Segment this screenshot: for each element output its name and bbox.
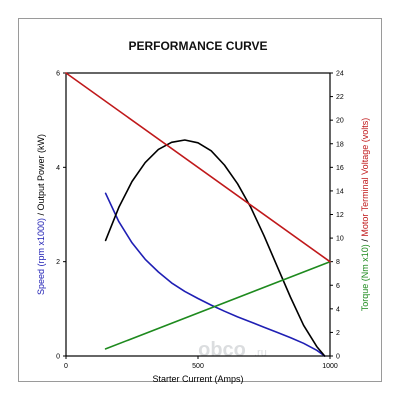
right-tick-label: 10 [336, 236, 344, 243]
watermark-logo: obco .ru [198, 339, 267, 361]
right-axis-label-part: Motor Terminal Voltage (volts) [360, 118, 370, 237]
x-tick-label: 500 [192, 363, 204, 370]
series-line-torque-nm-x10 [104, 260, 331, 350]
left-axis-label-part: Output Power (kW) [36, 134, 46, 211]
right-tick-label: 0 [336, 354, 340, 361]
left-tick-label: 6 [56, 71, 60, 78]
right-tick-label: 18 [336, 141, 344, 148]
right-axis-label-part: Torque (Nm x10) [360, 244, 370, 311]
right-tick-label: 12 [336, 212, 344, 219]
x-axis-label: Starter Current (Amps) [152, 374, 243, 384]
right-axis-label: Torque (Nm x10) / Motor Terminal Voltage… [360, 118, 370, 311]
right-tick-label: 8 [336, 259, 340, 266]
x-tick-label: 0 [64, 363, 68, 370]
series-layer [65, 72, 331, 357]
right-tick-label: 20 [336, 118, 344, 125]
watermark-suffix: .ru [254, 347, 267, 359]
right-tick-label: 14 [336, 188, 344, 195]
left-axis-label: Speed (rpm x1000) / Output Power (kW) [36, 134, 46, 295]
series-line-motor-terminal-voltage-volts [65, 72, 331, 263]
right-tick-label: 6 [336, 283, 340, 290]
x-tick-label: 1000 [322, 363, 338, 370]
left-axis-label-part: / [36, 210, 46, 218]
left-tick-label: 4 [56, 165, 60, 172]
left-tick-label: 0 [56, 354, 60, 361]
right-tick-label: 2 [336, 330, 340, 337]
right-tick-label: 16 [336, 165, 344, 172]
left-tick-label: 2 [56, 259, 60, 266]
chart-frame [18, 18, 382, 382]
left-axis-label-part: Speed (rpm x1000) [36, 218, 46, 295]
right-tick-label: 4 [336, 306, 340, 313]
right-axis-label-part: / [360, 237, 370, 245]
axis-labels: Starter Current (Amps) Speed (rpm x1000) … [36, 118, 370, 384]
right-tick-label: 22 [336, 94, 344, 101]
right-tick-label: 24 [336, 71, 344, 78]
chart-title: PERFORMANCE CURVE [128, 39, 267, 53]
watermark-text: obco [198, 339, 246, 361]
series-line-speed-rpm-x1000 [104, 192, 326, 357]
series-line-output-power-kw [104, 139, 326, 357]
